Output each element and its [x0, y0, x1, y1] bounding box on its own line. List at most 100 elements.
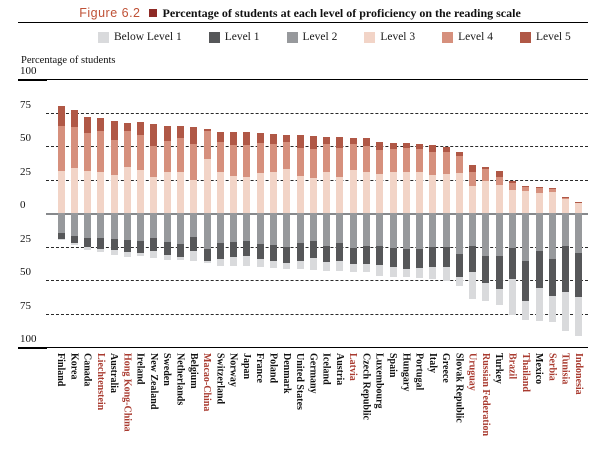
bar-segment-level-3: [323, 171, 331, 213]
bar-segment-level-2: [123, 213, 131, 240]
bar-segment-level-1: [269, 245, 277, 261]
bar-segment-level-4: [402, 148, 410, 172]
bar-segment-level-5: [416, 143, 424, 150]
bar-segment-below-level-1: [84, 247, 92, 251]
country-label-germany: Germany: [307, 353, 319, 394]
country-label-czech-republic: Czech Republic: [360, 353, 372, 420]
bar-segment-level-2: [522, 213, 530, 262]
bar-segment-level-3: [190, 179, 198, 213]
country-label-slovak-republic: Slovak Republic: [453, 353, 465, 423]
bar-segment-level-1: [495, 256, 503, 289]
bar-segment-level-5: [137, 122, 145, 135]
legend-swatch-icon: [364, 31, 376, 43]
bar-segment-level-3: [455, 173, 463, 213]
bar-segment-below-level-1: [429, 267, 437, 280]
country-label-hungary: Hungary: [400, 353, 412, 392]
country-label-thailand: Thailand: [519, 353, 531, 392]
country-label-indonesia: Indonesia: [572, 353, 584, 395]
bar-segment-level-1: [376, 245, 384, 266]
bar-segment-level-1: [509, 247, 517, 279]
bar-segment-level-1: [123, 239, 131, 252]
bar-segment-level-2: [469, 213, 477, 246]
gridline-75-below: [46, 313, 588, 315]
bar-segment-level-4: [323, 144, 331, 172]
legend-item-level-2: Level 2: [286, 31, 338, 43]
bar-segment-level-4: [163, 141, 171, 173]
bar-segment-level-5: [97, 117, 105, 132]
bar-segment-level-5: [389, 142, 397, 149]
bar-segment-below-level-1: [57, 238, 65, 241]
bar-segment-below-level-1: [123, 251, 131, 257]
bar-segment-level-5: [362, 138, 370, 147]
gridline-75: [46, 112, 588, 114]
bar-segment-level-2: [57, 213, 65, 233]
bar-segment-level-2: [509, 213, 517, 248]
bar-segment-below-level-1: [455, 276, 463, 287]
country-label-norway: Norway: [227, 353, 239, 387]
bar-segment-level-3: [269, 171, 277, 213]
bar-segment-level-1: [203, 249, 211, 262]
bar-segment-level-5: [509, 180, 517, 184]
bar-segment-below-level-1: [416, 267, 424, 278]
bar-segment-level-1: [84, 237, 92, 248]
bar-segment-level-2: [296, 213, 304, 244]
bar-segment-level-4: [562, 197, 570, 200]
y-tick-label: 25: [20, 165, 31, 178]
bar-segment-level-1: [309, 240, 317, 258]
country-label-portugal: Portugal: [413, 353, 425, 391]
y-axis-title: Percentage of students: [21, 55, 116, 66]
bar-segment-level-3: [416, 172, 424, 213]
bar-segment-level-2: [389, 213, 397, 249]
bar-segment-below-level-1: [190, 250, 198, 261]
bar-segment-level-2: [495, 213, 503, 257]
legend-label: Below Level 1: [114, 31, 182, 43]
bar-segment-level-5: [283, 135, 291, 142]
bar-segment-level-2: [163, 213, 171, 243]
bar-segment-level-2: [309, 213, 317, 241]
bar-segment-below-level-1: [296, 260, 304, 270]
figure-header: Figure 6.2 Percentage of students at each…: [0, 4, 600, 22]
bar-segment-level-2: [110, 213, 118, 239]
bar-segment-level-3: [137, 170, 145, 213]
country-label-iceland: Iceland: [320, 353, 332, 385]
bar-segment-below-level-1: [362, 263, 370, 273]
country-label-switzerland: Switzerland: [214, 353, 226, 405]
tick-underline: [18, 346, 47, 349]
bar-segment-below-level-1: [97, 248, 105, 252]
bar-segment-level-5: [269, 133, 277, 145]
bar-segment-level-3: [509, 190, 517, 213]
bar-segment-level-3: [495, 185, 503, 213]
bar-segment-level-2: [455, 213, 463, 255]
country-label-tunisia: Tunisia: [559, 353, 571, 385]
country-label-japan: Japan: [240, 353, 252, 380]
bar-segment-level-4: [416, 149, 424, 173]
bar-segment-level-2: [535, 213, 543, 252]
bar-segment-level-4: [309, 149, 317, 178]
bar-segment-level-4: [256, 143, 264, 174]
bar-segment-level-2: [243, 213, 251, 241]
bar-segment-level-4: [110, 140, 118, 175]
bar-segment-level-3: [442, 174, 450, 213]
figure-title: Percentage of students at each level of …: [162, 6, 521, 20]
bar-segment-level-4: [57, 125, 65, 171]
bar-segment-level-5: [256, 133, 264, 144]
bar-segment-level-3: [283, 168, 291, 213]
bar-segment-level-1: [57, 232, 65, 239]
country-label-denmark: Denmark: [280, 353, 292, 394]
bar-segment-level-1: [455, 254, 463, 277]
bar-segment-level-4: [495, 176, 503, 186]
bar-segment-below-level-1: [216, 258, 224, 266]
bar-segment-level-5: [216, 131, 224, 143]
bar-segment-level-1: [137, 241, 145, 253]
legend-label: Level 2: [302, 31, 338, 43]
country-label-greece: Greece: [440, 353, 452, 383]
bar-segment-below-level-1: [469, 272, 477, 300]
bar-segment-level-2: [256, 213, 264, 244]
legend-item-below-level-1: Below Level 1: [98, 31, 182, 43]
country-label-united-states: United States: [294, 353, 306, 410]
legend-swatch-icon: [442, 31, 454, 43]
gridline-50-below: [46, 280, 588, 281]
bar-segment-below-level-1: [442, 267, 450, 281]
country-label-russian-federation: Russian Federation: [479, 353, 491, 437]
